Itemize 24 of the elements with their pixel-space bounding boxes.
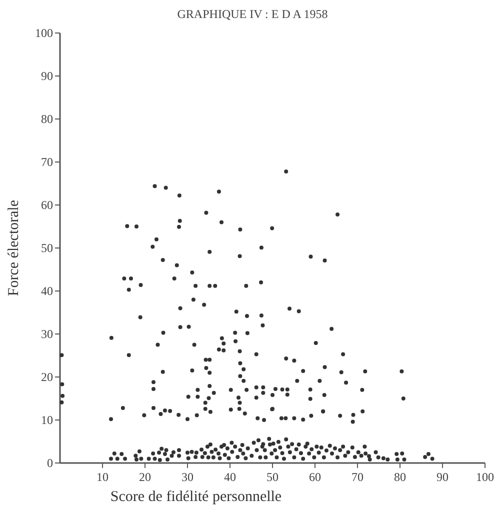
y-tick-label: 0 [47,456,53,470]
x-tick-label: 60 [309,470,321,484]
y-tick-label: 70 [41,155,53,169]
x-tick-label: 90 [436,470,448,484]
chart-title: GRAPHIQUE IV : E D A 1958 [177,7,328,21]
y-tick-label: 80 [41,112,53,126]
x-tick-label: 50 [266,470,278,484]
x-tick-label: 10 [96,470,108,484]
y-tick-label: 40 [41,284,53,298]
y-tick-label: 100 [35,26,53,40]
x-tick-label: 30 [182,470,194,484]
y-tick-label: 60 [41,198,53,212]
y-tick-label: 50 [41,241,53,255]
y-axis-title: Force électorale [6,200,22,296]
y-tick-label: 10 [41,413,53,427]
x-tick-label: 40 [224,470,236,484]
y-tick-label: 30 [41,327,53,341]
x-tick-label: 20 [139,470,151,484]
x-tick-label: 70 [352,470,364,484]
x-axis-title: Score de fidélité personnelle [110,489,282,505]
x-tick-label: 100 [476,470,494,484]
x-tick-label: 80 [394,470,406,484]
y-tick-label: 20 [41,370,53,384]
y-tick-label: 90 [41,69,53,83]
